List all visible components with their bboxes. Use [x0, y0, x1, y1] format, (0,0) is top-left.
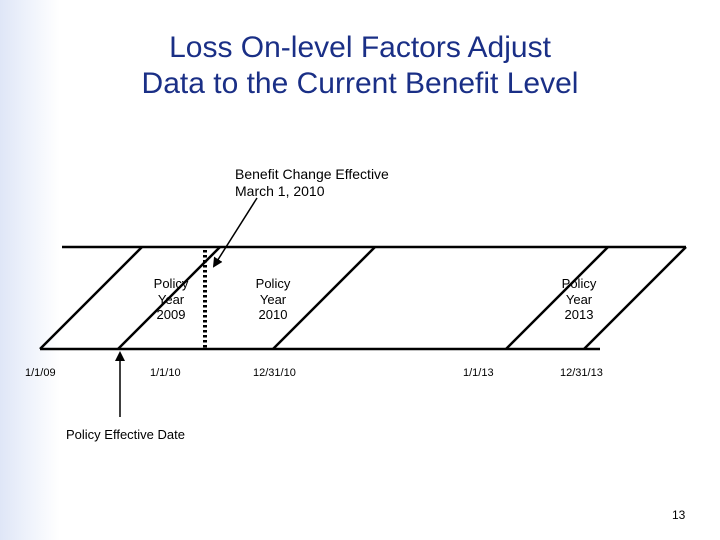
- date-label-1-1-09: 1/1/09: [25, 367, 56, 379]
- policy-year-2013-line1: Policy: [561, 276, 597, 291]
- policy-year-2010-line3: 2010: [258, 307, 288, 322]
- diagonal-2013-start: [505, 246, 609, 350]
- policy-effective-date-label: Policy Effective Date: [66, 427, 185, 442]
- policy-year-2010-line1: Policy: [255, 276, 291, 291]
- diagonal-2013-end: [583, 246, 687, 350]
- policy-year-2010-line2: Year: [259, 291, 287, 307]
- policy-year-2010-label: Policy Year 2010: [243, 276, 303, 323]
- date-label-1-1-13: 1/1/13: [463, 367, 494, 379]
- diagonal-2010-end: [272, 246, 376, 350]
- callout-arrow: [212, 197, 258, 268]
- slide-title: Loss On-level Factors Adjust Data to the…: [0, 30, 720, 102]
- diagonal-2009-start: [39, 246, 143, 350]
- title-line-1: Loss On-level Factors Adjust: [169, 31, 551, 64]
- page-number: 13: [672, 508, 686, 522]
- policy-year-2013-line2: Year: [565, 291, 593, 307]
- diagonal-2010-start: [117, 246, 221, 350]
- benefit-change-callout: Benefit Change Effective March 1, 2010: [235, 166, 389, 200]
- side-gradient-decoration: [0, 0, 60, 540]
- policy-year-2013-line3: 2013: [564, 307, 594, 322]
- callout-line-2: March 1, 2010: [235, 183, 325, 199]
- policy-year-2013-label: Policy Year 2013: [549, 276, 609, 323]
- callout-line-1: Benefit Change Effective: [235, 166, 389, 182]
- policy-year-2009-line1: Policy: [153, 276, 189, 291]
- title-line-2: Data to the Current Benefit Level: [141, 67, 579, 100]
- date-label-12-31-10: 12/31/10: [253, 367, 296, 379]
- date-label-1-1-10: 1/1/10: [150, 367, 181, 379]
- policy-year-2009-line3: 2009: [156, 307, 186, 322]
- policy-year-2009-line2: Year: [157, 291, 185, 307]
- policy-year-2009-label: Policy Year 2009: [141, 276, 201, 323]
- date-label-12-31-13: 12/31/13: [560, 367, 603, 379]
